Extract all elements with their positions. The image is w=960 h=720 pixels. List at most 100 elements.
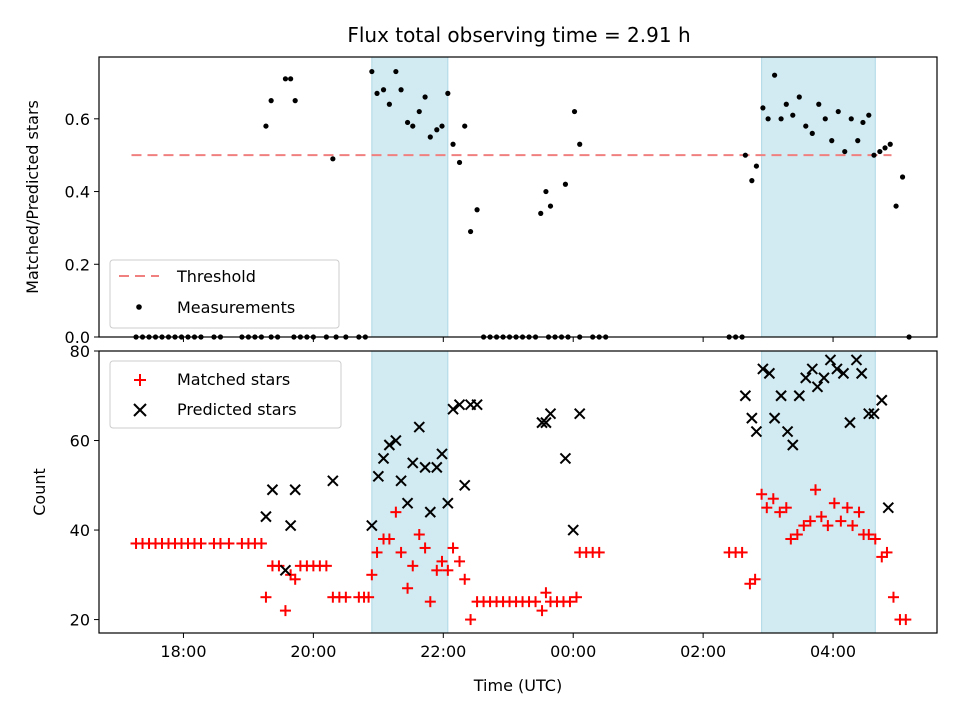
highlight-span-0: [371, 56, 449, 338]
measurement-point: [474, 207, 480, 213]
measurement-point: [778, 116, 784, 122]
matched-point: [447, 542, 459, 554]
matched-point: [465, 614, 477, 626]
measurement-point: [855, 138, 861, 144]
predicted-point: [763, 367, 776, 380]
predicted-point: [855, 367, 868, 380]
legend-predicted-swatch: [133, 403, 147, 417]
predicted-point: [882, 501, 894, 514]
x-tick-label: 02:00: [680, 642, 726, 661]
matched-point: [402, 582, 414, 594]
predicted-point: [768, 412, 781, 424]
measurement-point: [416, 108, 422, 115]
matched-point: [798, 520, 810, 532]
legend-measurements-swatch: [136, 304, 142, 310]
predicted-point: [442, 497, 454, 509]
predicted-point: [540, 416, 552, 429]
matched-point: [815, 511, 827, 523]
measurement-point: [860, 119, 866, 126]
measurement-point: [292, 98, 298, 104]
measurement-point: [887, 141, 893, 147]
matched-point: [822, 520, 834, 532]
predicted-point: [279, 564, 292, 577]
predicted-point: [831, 363, 843, 375]
matched-point: [436, 555, 448, 567]
predicted-point: [459, 479, 471, 491]
legend-threshold-label: Threshold: [176, 267, 256, 286]
highlight-span-0: [371, 350, 449, 634]
predicted-point: [876, 394, 888, 406]
matched-point: [570, 591, 582, 603]
measurement-point: [842, 148, 848, 155]
count-points: [130, 354, 912, 626]
measurement-point: [422, 94, 428, 100]
predicted-point: [284, 519, 297, 532]
predicted-point: [471, 399, 483, 411]
measurement-point: [374, 90, 380, 96]
predicted-point: [781, 425, 794, 438]
matched-point: [869, 533, 881, 545]
measurement-point: [393, 68, 399, 75]
predicted-point: [850, 354, 863, 366]
matched-point: [564, 596, 576, 608]
matched-point: [459, 573, 471, 585]
measurement-point: [816, 101, 822, 107]
matched-point: [761, 502, 773, 514]
matched-point: [810, 484, 822, 496]
measurement-point: [753, 163, 760, 169]
top-legend-box: [109, 259, 340, 329]
bottom-legend-box: [109, 360, 342, 429]
matched-point: [223, 537, 235, 549]
measurement-point: [439, 123, 445, 129]
bottom-axes-frame: [98, 350, 938, 634]
top-legend: Threshold Measurements: [109, 259, 340, 329]
y-tick-label: 0.2: [65, 255, 90, 274]
matched-point: [767, 493, 779, 505]
measurement-point: [445, 90, 451, 96]
matched-point: [407, 560, 419, 572]
measurement-point: [427, 134, 433, 140]
measurement-point: [386, 101, 392, 107]
matched-point: [340, 591, 352, 603]
legend-predicted-label: Predicted stars: [177, 400, 297, 419]
measurement-point: [899, 174, 906, 180]
y-tick-label: 60: [70, 432, 90, 451]
chart-title: Flux total observing time = 2.91 h: [347, 23, 690, 47]
measurement-point: [783, 101, 789, 107]
measurement-point: [462, 123, 468, 129]
predicted-point: [453, 399, 466, 411]
predicted-point: [447, 403, 459, 415]
matched-point: [363, 591, 375, 603]
matched-point: [442, 564, 454, 576]
top-y-ticks: 0.0 0.2 0.4 0.6: [65, 110, 99, 347]
matched-point: [756, 488, 768, 500]
predicted-point: [567, 524, 579, 536]
matched-point: [273, 560, 285, 572]
matched-point: [536, 605, 548, 617]
bottom-y-axis-label: Count: [30, 468, 49, 516]
matched-point: [900, 614, 912, 626]
matched-point: [540, 587, 552, 599]
matched-point: [371, 546, 383, 558]
x-tick-label: 22:00: [420, 642, 466, 661]
top-y-axis-label: Matched/Predicted stars: [23, 100, 42, 294]
matched-point: [593, 546, 605, 558]
measurement-point: [893, 203, 899, 209]
predicted-point: [536, 416, 548, 429]
predicted-point: [811, 381, 824, 393]
matched-point: [413, 529, 425, 541]
legend-measurements-label: Measurements: [177, 298, 295, 317]
matched-point: [320, 560, 332, 572]
measurement-point: [547, 203, 554, 209]
measurement-point: [571, 108, 578, 115]
measurement-point: [288, 76, 294, 82]
predicted-point: [544, 407, 557, 420]
matched-point: [195, 537, 207, 549]
matched-point: [454, 555, 466, 567]
predicted-point: [431, 461, 443, 474]
matched-point: [828, 497, 840, 509]
predicted-point: [806, 363, 818, 375]
y-tick-label: 40: [70, 521, 90, 540]
matched-point: [881, 546, 893, 558]
